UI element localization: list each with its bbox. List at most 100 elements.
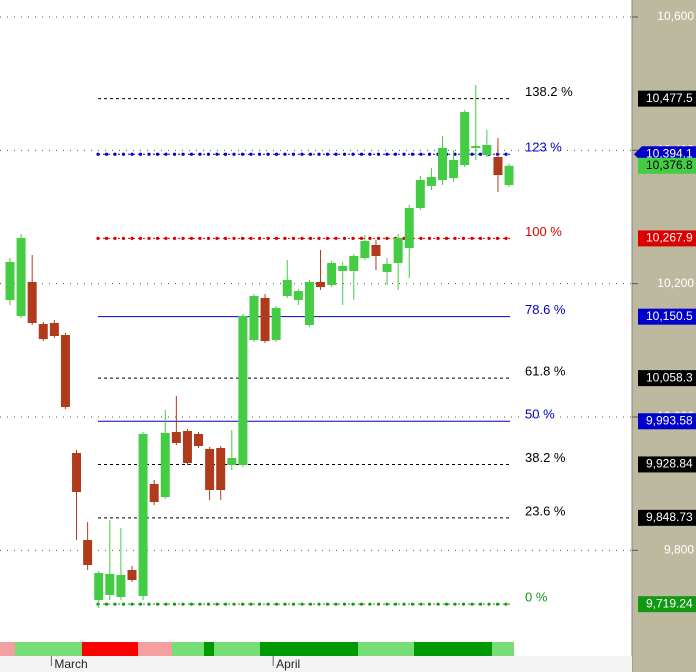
candle-body: [393, 238, 403, 263]
candle-body: [38, 324, 48, 339]
fib-dot: [427, 602, 432, 606]
fib-dot: [436, 602, 440, 606]
fib-dot: [121, 602, 126, 606]
price-box: [638, 230, 696, 247]
fib-dot: [181, 152, 185, 156]
fib-dot: [504, 602, 508, 606]
price-label: 10,477.5: [646, 91, 693, 105]
strip-seg: [492, 642, 514, 656]
y-tick-label: 10,200: [657, 276, 694, 290]
candle-body: [460, 112, 470, 165]
candle-body: [83, 540, 93, 565]
fib-dot: [164, 602, 168, 606]
fib-dot: [283, 602, 287, 606]
fib-dot: [291, 602, 296, 606]
fib-dot: [283, 152, 287, 156]
fib-dot: [266, 236, 270, 240]
fib-dot: [257, 152, 262, 156]
time-axis: [0, 656, 632, 672]
fib-dot: [504, 152, 508, 156]
fib-dot: [376, 236, 381, 240]
candle-body: [449, 160, 459, 178]
fib-dot: [113, 152, 117, 156]
fib-dot: [368, 236, 372, 240]
fib-dot: [215, 602, 219, 606]
price-label: 10,394.1: [646, 146, 693, 160]
fib-dot: [240, 152, 245, 156]
fib-dot: [453, 152, 457, 156]
indicator-strip: [0, 642, 514, 656]
candle-body: [426, 177, 436, 186]
strip-seg: [214, 642, 260, 656]
candle-body: [5, 262, 15, 300]
candle-body: [371, 245, 381, 256]
candle-body: [16, 238, 26, 316]
fib-dot: [121, 152, 126, 156]
fib-dot: [453, 236, 457, 240]
fib-dot: [470, 236, 474, 240]
fib-dot: [198, 602, 202, 606]
candle-body: [182, 431, 192, 463]
candle-body: [205, 449, 215, 490]
candle-body: [327, 263, 337, 285]
candle-body: [260, 298, 270, 341]
x-tick-label: March: [54, 657, 87, 671]
fib-dot: [376, 152, 381, 156]
fib-dot: [317, 602, 321, 606]
fib-dot: [240, 236, 245, 240]
fib-dot: [96, 152, 100, 156]
fib-dot: [368, 602, 372, 606]
price-box: [638, 413, 696, 430]
fib-dot: [181, 602, 185, 606]
candle-body: [316, 282, 326, 287]
fib-dot: [427, 152, 432, 156]
fib-dot: [376, 602, 381, 606]
candle-body: [360, 241, 370, 258]
fib-dot: [240, 602, 245, 606]
fib-label: 138.2 %: [525, 84, 573, 99]
fib-dot: [130, 602, 134, 606]
fib-dot: [257, 602, 262, 606]
fib-dot: [164, 236, 168, 240]
fib-dot: [453, 602, 457, 606]
candle-body: [138, 434, 148, 596]
candle-body: [194, 434, 204, 446]
fib-dot: [113, 236, 117, 240]
candle-body: [116, 575, 126, 597]
fib-label: 100 %: [525, 224, 562, 239]
fib-label: 38.2 %: [525, 450, 566, 465]
fib-dot: [325, 152, 330, 156]
fib-dot: [249, 236, 253, 240]
candle-body: [249, 296, 259, 340]
fib-dot: [359, 602, 364, 606]
fib-label: 50 %: [525, 407, 555, 422]
fib-dot: [478, 602, 483, 606]
fib-dot: [223, 152, 228, 156]
fib-dot: [300, 152, 304, 156]
fib-dot: [359, 236, 364, 240]
candle-body: [493, 157, 503, 175]
fib-dot: [113, 602, 117, 606]
fib-dot: [130, 152, 134, 156]
fib-dot: [223, 236, 228, 240]
fib-dot: [206, 236, 211, 240]
price-label: 9,928.84: [646, 457, 693, 471]
fib-dot: [96, 236, 100, 240]
fib-dot: [385, 152, 389, 156]
fib-dot: [385, 602, 389, 606]
fib-dot: [266, 602, 270, 606]
candle-body: [94, 573, 104, 600]
candle-body: [304, 282, 314, 325]
fib-dot: [325, 236, 330, 240]
fib-dot: [155, 152, 160, 156]
fib-dot: [274, 602, 279, 606]
candle-body: [105, 574, 115, 595]
candle-body: [216, 448, 226, 490]
fib-dot: [232, 152, 236, 156]
last-price-box: [638, 157, 696, 174]
fib-dot: [334, 152, 338, 156]
candle-body: [338, 266, 348, 271]
fib-dot: [215, 152, 219, 156]
price-label: 9,848.73: [646, 510, 693, 524]
